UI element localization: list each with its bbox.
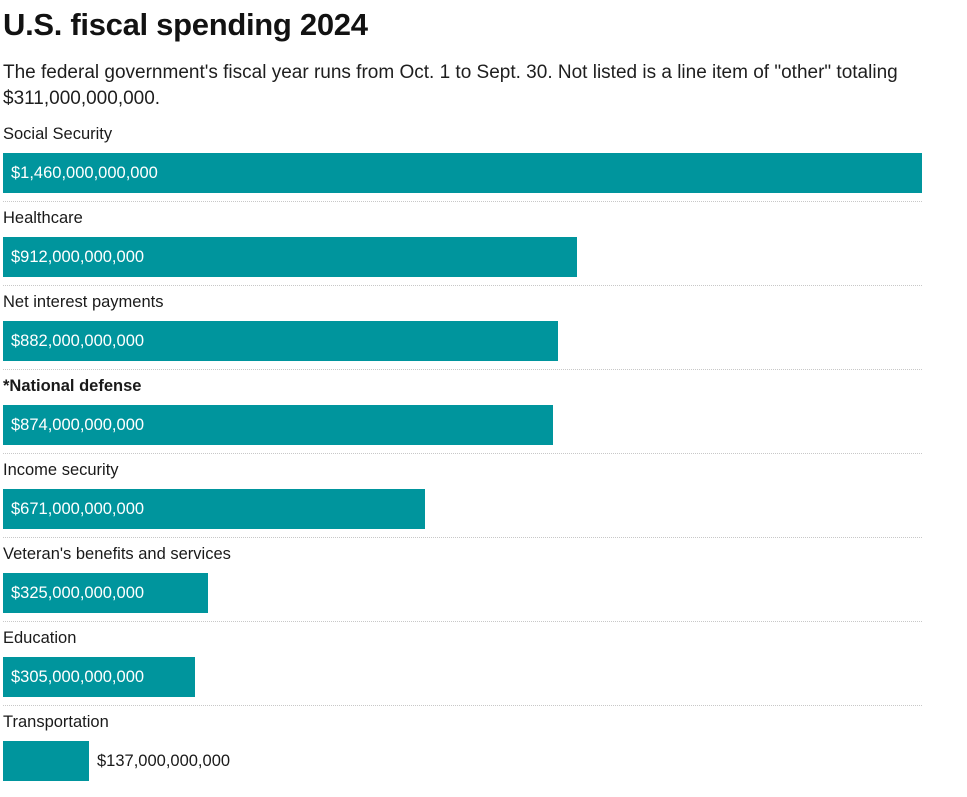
bar xyxy=(3,573,208,613)
value-label: $874,000,000,000 xyxy=(11,416,145,434)
row-divider xyxy=(3,201,922,202)
chart-title: U.S. fiscal spending 2024 xyxy=(3,7,368,42)
category-label: Veteran's benefits and services xyxy=(3,545,231,563)
category-label: Net interest payments xyxy=(3,293,164,311)
value-label: $137,000,000,000 xyxy=(97,752,231,770)
bar xyxy=(3,237,577,277)
category-label: Income security xyxy=(3,461,119,479)
category-label: Education xyxy=(3,629,77,647)
bar-chart: Social Security $1,460,000,000,000 Healthc… xyxy=(0,120,967,797)
row-divider xyxy=(3,621,922,622)
bar xyxy=(3,489,425,529)
bar xyxy=(3,657,195,697)
category-label: *National defense xyxy=(3,377,142,395)
bar xyxy=(3,405,553,445)
value-label: $1,460,000,000,000 xyxy=(11,164,158,182)
row-divider xyxy=(3,453,922,454)
value-label: $882,000,000,000 xyxy=(11,332,145,350)
category-label: Social Security xyxy=(3,125,113,143)
chart-subtitle: The federal government's fiscal year run… xyxy=(3,62,898,109)
row-divider xyxy=(3,285,922,286)
value-label: $325,000,000,000 xyxy=(11,584,145,602)
value-label: $912,000,000,000 xyxy=(11,248,145,266)
category-label: Transportation xyxy=(3,713,109,731)
row-divider xyxy=(3,369,922,370)
value-label: $305,000,000,000 xyxy=(11,668,145,686)
row-divider xyxy=(3,537,922,538)
bar xyxy=(3,741,89,781)
bar xyxy=(3,321,558,361)
value-label: $671,000,000,000 xyxy=(11,500,145,518)
row-divider xyxy=(3,705,922,706)
bar xyxy=(3,153,922,193)
category-label: Healthcare xyxy=(3,209,83,227)
